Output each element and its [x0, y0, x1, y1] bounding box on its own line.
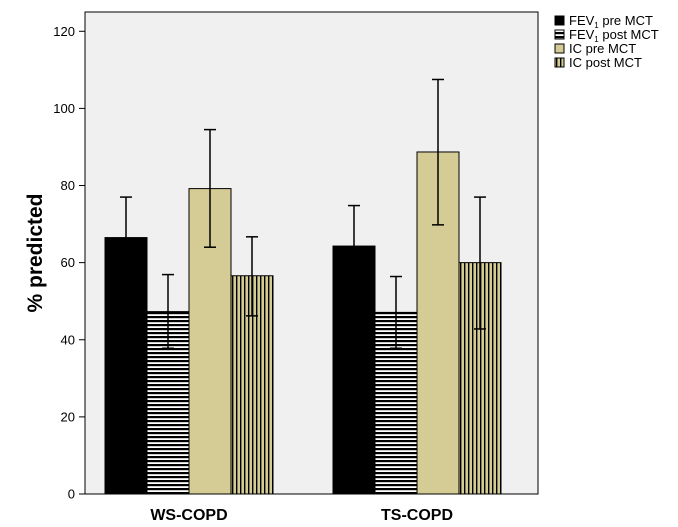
legend-label-main: IC pre MCT [569, 41, 636, 56]
y-axis-title: % predicted [24, 193, 47, 312]
legend-label-subscript: 1 [594, 35, 599, 44]
y-tick-label: 0 [68, 487, 75, 502]
bar-fev1-pre-ts-copd [332, 245, 376, 495]
legend-label-subscript: 1 [594, 21, 599, 30]
legend-swatch-fev1-pre [554, 15, 565, 26]
y-tick-label: 40 [61, 332, 75, 347]
y-axis: 0 20 40 60 80 100 120 [53, 24, 85, 502]
legend-label-main: IC post MCT [569, 55, 642, 70]
y-tick-label: 120 [53, 24, 75, 39]
y-tick-label: 20 [61, 409, 75, 424]
legend-label-rest: post MCT [599, 27, 659, 42]
legend-label-fev1-pre: FEV1 pre MCT [569, 13, 653, 30]
error-bars [120, 78, 486, 349]
legend-label-ic-post: IC post MCT [569, 55, 642, 70]
y-tick-label: 80 [61, 178, 75, 193]
bars [104, 151, 502, 495]
legend-label-main: FEV [569, 13, 595, 28]
legend-label-rest: pre MCT [599, 13, 653, 28]
legend-label-ic-pre: IC pre MCT [569, 41, 636, 56]
legend-swatch-ic-post [554, 57, 565, 68]
x-axis-labels: WS-COPD TS-COPD [150, 507, 453, 524]
bar-fev1-pre-ws-copd [104, 237, 148, 495]
legend-swatch-fev1-post [554, 29, 565, 40]
x-category-label: WS-COPD [150, 507, 227, 524]
y-tick-label: 60 [61, 255, 75, 270]
legend-label-main: FEV [569, 27, 595, 42]
legend-label-fev1-post: FEV1 post MCT [569, 27, 659, 44]
y-tick-label: 100 [53, 101, 75, 116]
legend-swatch-ic-pre [554, 43, 565, 54]
x-category-label: TS-COPD [381, 507, 453, 524]
